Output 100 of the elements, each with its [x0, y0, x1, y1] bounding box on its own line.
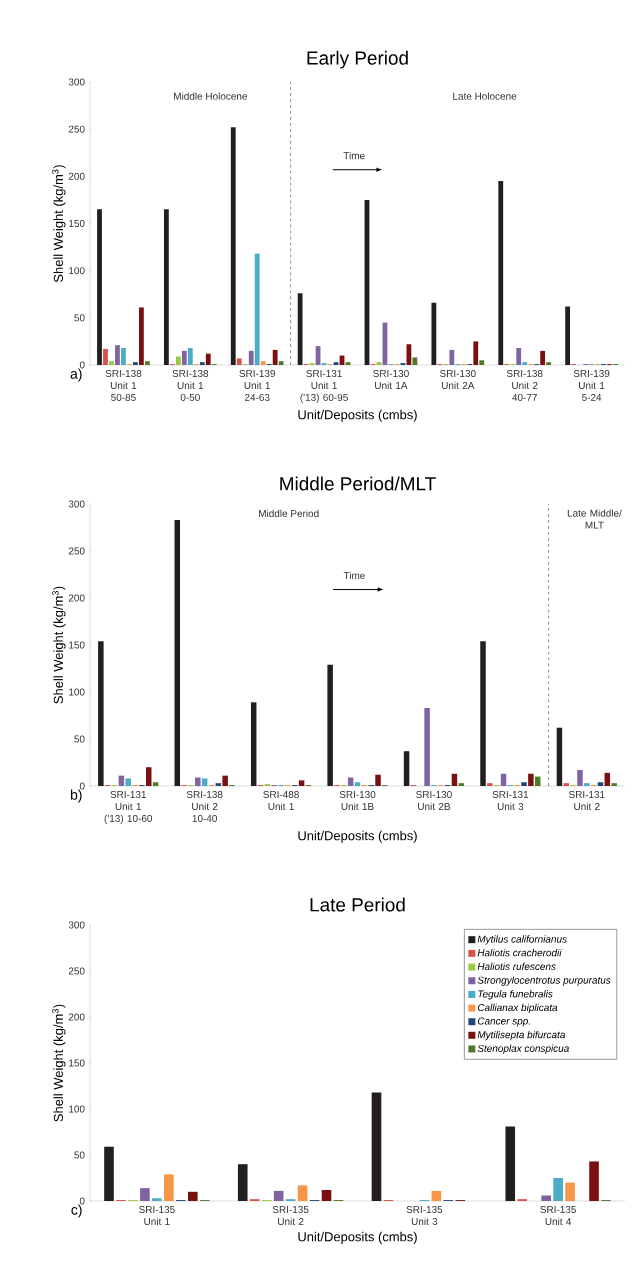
y-tick-label: 100	[69, 267, 85, 275]
y-axis-title: Shell Weight (kg/m$^{3}$)	[52, 165, 66, 283]
bar	[181, 350, 187, 365]
legend-label: Tegula funebralis	[478, 990, 553, 1000]
bar	[546, 362, 552, 365]
x-axis-title: Unit/Deposits (cmbs)	[298, 1231, 417, 1244]
bar	[187, 348, 193, 365]
y-tick-label: 0	[79, 361, 85, 369]
legend-label: Stenoplax conspicua	[477, 1044, 569, 1054]
bar	[553, 1178, 563, 1201]
bar	[375, 774, 381, 786]
bar	[236, 358, 242, 365]
bar	[406, 344, 412, 365]
bar	[565, 306, 571, 365]
legend-label: Cancer spp.	[477, 1017, 530, 1027]
bar	[480, 641, 486, 786]
bar	[163, 209, 169, 365]
x-tick-label: SRI-135 Unit 3	[406, 1206, 443, 1226]
bar	[371, 1092, 382, 1201]
y-tick-label: 100	[69, 688, 85, 696]
bar	[145, 767, 152, 786]
x-tick-label: SRI-130 Unit 2A	[439, 370, 476, 390]
bar	[109, 361, 114, 365]
bar	[278, 361, 284, 365]
x-tick-label: SRI-130 Unit 2B	[416, 791, 452, 811]
x-tick-label: SRI-131 Unit 1 ('13) 10-60	[104, 791, 153, 824]
bar	[152, 782, 159, 786]
y-axis-title: Shell Weight (kg/m$^{3}$)	[52, 586, 66, 704]
bar	[97, 209, 102, 365]
x-tick-label: SRI-130 Unit 1B	[339, 791, 376, 811]
y-tick-label: 200	[68, 594, 85, 602]
x-tick-label: SRI-130 Unit 1A	[373, 370, 409, 390]
y-tick-label: 50	[74, 735, 85, 743]
bar	[505, 1126, 516, 1201]
x-tick-label: SRI-139 Unit 1 5-24	[573, 370, 610, 401]
bar	[327, 664, 333, 786]
bar	[237, 1164, 248, 1201]
y-tick-label: 100	[69, 1105, 85, 1113]
bar	[248, 350, 254, 365]
bar	[152, 1198, 162, 1201]
bar	[103, 348, 108, 365]
bar	[260, 361, 266, 365]
bar	[451, 773, 458, 786]
bar	[487, 783, 493, 786]
bar	[273, 1190, 284, 1201]
bar	[104, 1146, 114, 1201]
annotation: Late Middle/ MLT	[567, 509, 622, 529]
bar	[174, 519, 181, 786]
x-tick-label: SRI-488 Unit 1	[263, 791, 299, 811]
y-tick-label: 250	[68, 967, 85, 975]
bar	[321, 1189, 332, 1201]
bar	[297, 1185, 308, 1201]
chart-title: Middle Period/MLT	[280, 476, 436, 491]
bar	[522, 362, 528, 365]
bar	[272, 349, 278, 365]
x-tick-label: SRI-138 Unit 2 10-40	[186, 791, 223, 822]
legend-label: Strongylocentrotus purpuratus	[477, 976, 611, 986]
y-tick-label: 300	[68, 500, 85, 508]
legend-label: Haliotis cracherodii	[477, 949, 562, 957]
bar	[164, 1174, 174, 1201]
bar	[589, 1161, 599, 1201]
bar	[500, 773, 507, 786]
legend-label: Haliotis rufescens	[477, 962, 556, 971]
bar	[140, 1188, 150, 1201]
x-axis-title: Unit/Deposits (cmbs)	[298, 409, 417, 422]
bar	[298, 780, 305, 786]
bar	[205, 353, 211, 365]
bar	[431, 302, 437, 365]
bar	[577, 770, 583, 786]
bar	[215, 783, 222, 786]
bar	[528, 773, 534, 786]
text: a)	[70, 368, 82, 382]
x-tick-label: SRI-131 Unit 2	[568, 791, 605, 811]
bar	[541, 1195, 551, 1201]
bar	[354, 782, 361, 786]
bar	[230, 127, 236, 365]
bar	[521, 782, 527, 786]
x-axis-title: Unit/Deposits (cmbs)	[298, 830, 417, 843]
legend-label: Callianax biplicata	[477, 1003, 558, 1014]
annotation: Middle Holocene	[174, 92, 248, 100]
y-tick-label: 0	[79, 782, 85, 790]
y-tick-label: 300	[68, 78, 85, 86]
y-tick-label: 200	[68, 172, 85, 180]
bar	[250, 702, 257, 786]
bar	[297, 293, 303, 365]
bar	[144, 361, 150, 365]
y-tick-label: 150	[69, 219, 85, 228]
y-tick-label: 0	[79, 1197, 85, 1205]
bar	[424, 707, 430, 786]
bar	[412, 357, 418, 365]
y-axis-title: Shell Weight (kg/m$^{3}$)	[52, 1004, 66, 1122]
bar	[604, 772, 611, 786]
bar	[458, 783, 465, 786]
bar	[597, 782, 604, 786]
x-tick-label: SRI-131 Unit 3	[492, 791, 529, 811]
bar	[121, 348, 126, 365]
y-tick-label: 250	[68, 125, 85, 133]
annotation: Late Holocene	[453, 92, 517, 100]
bar	[556, 727, 563, 786]
y-tick-label: 50	[74, 314, 85, 322]
